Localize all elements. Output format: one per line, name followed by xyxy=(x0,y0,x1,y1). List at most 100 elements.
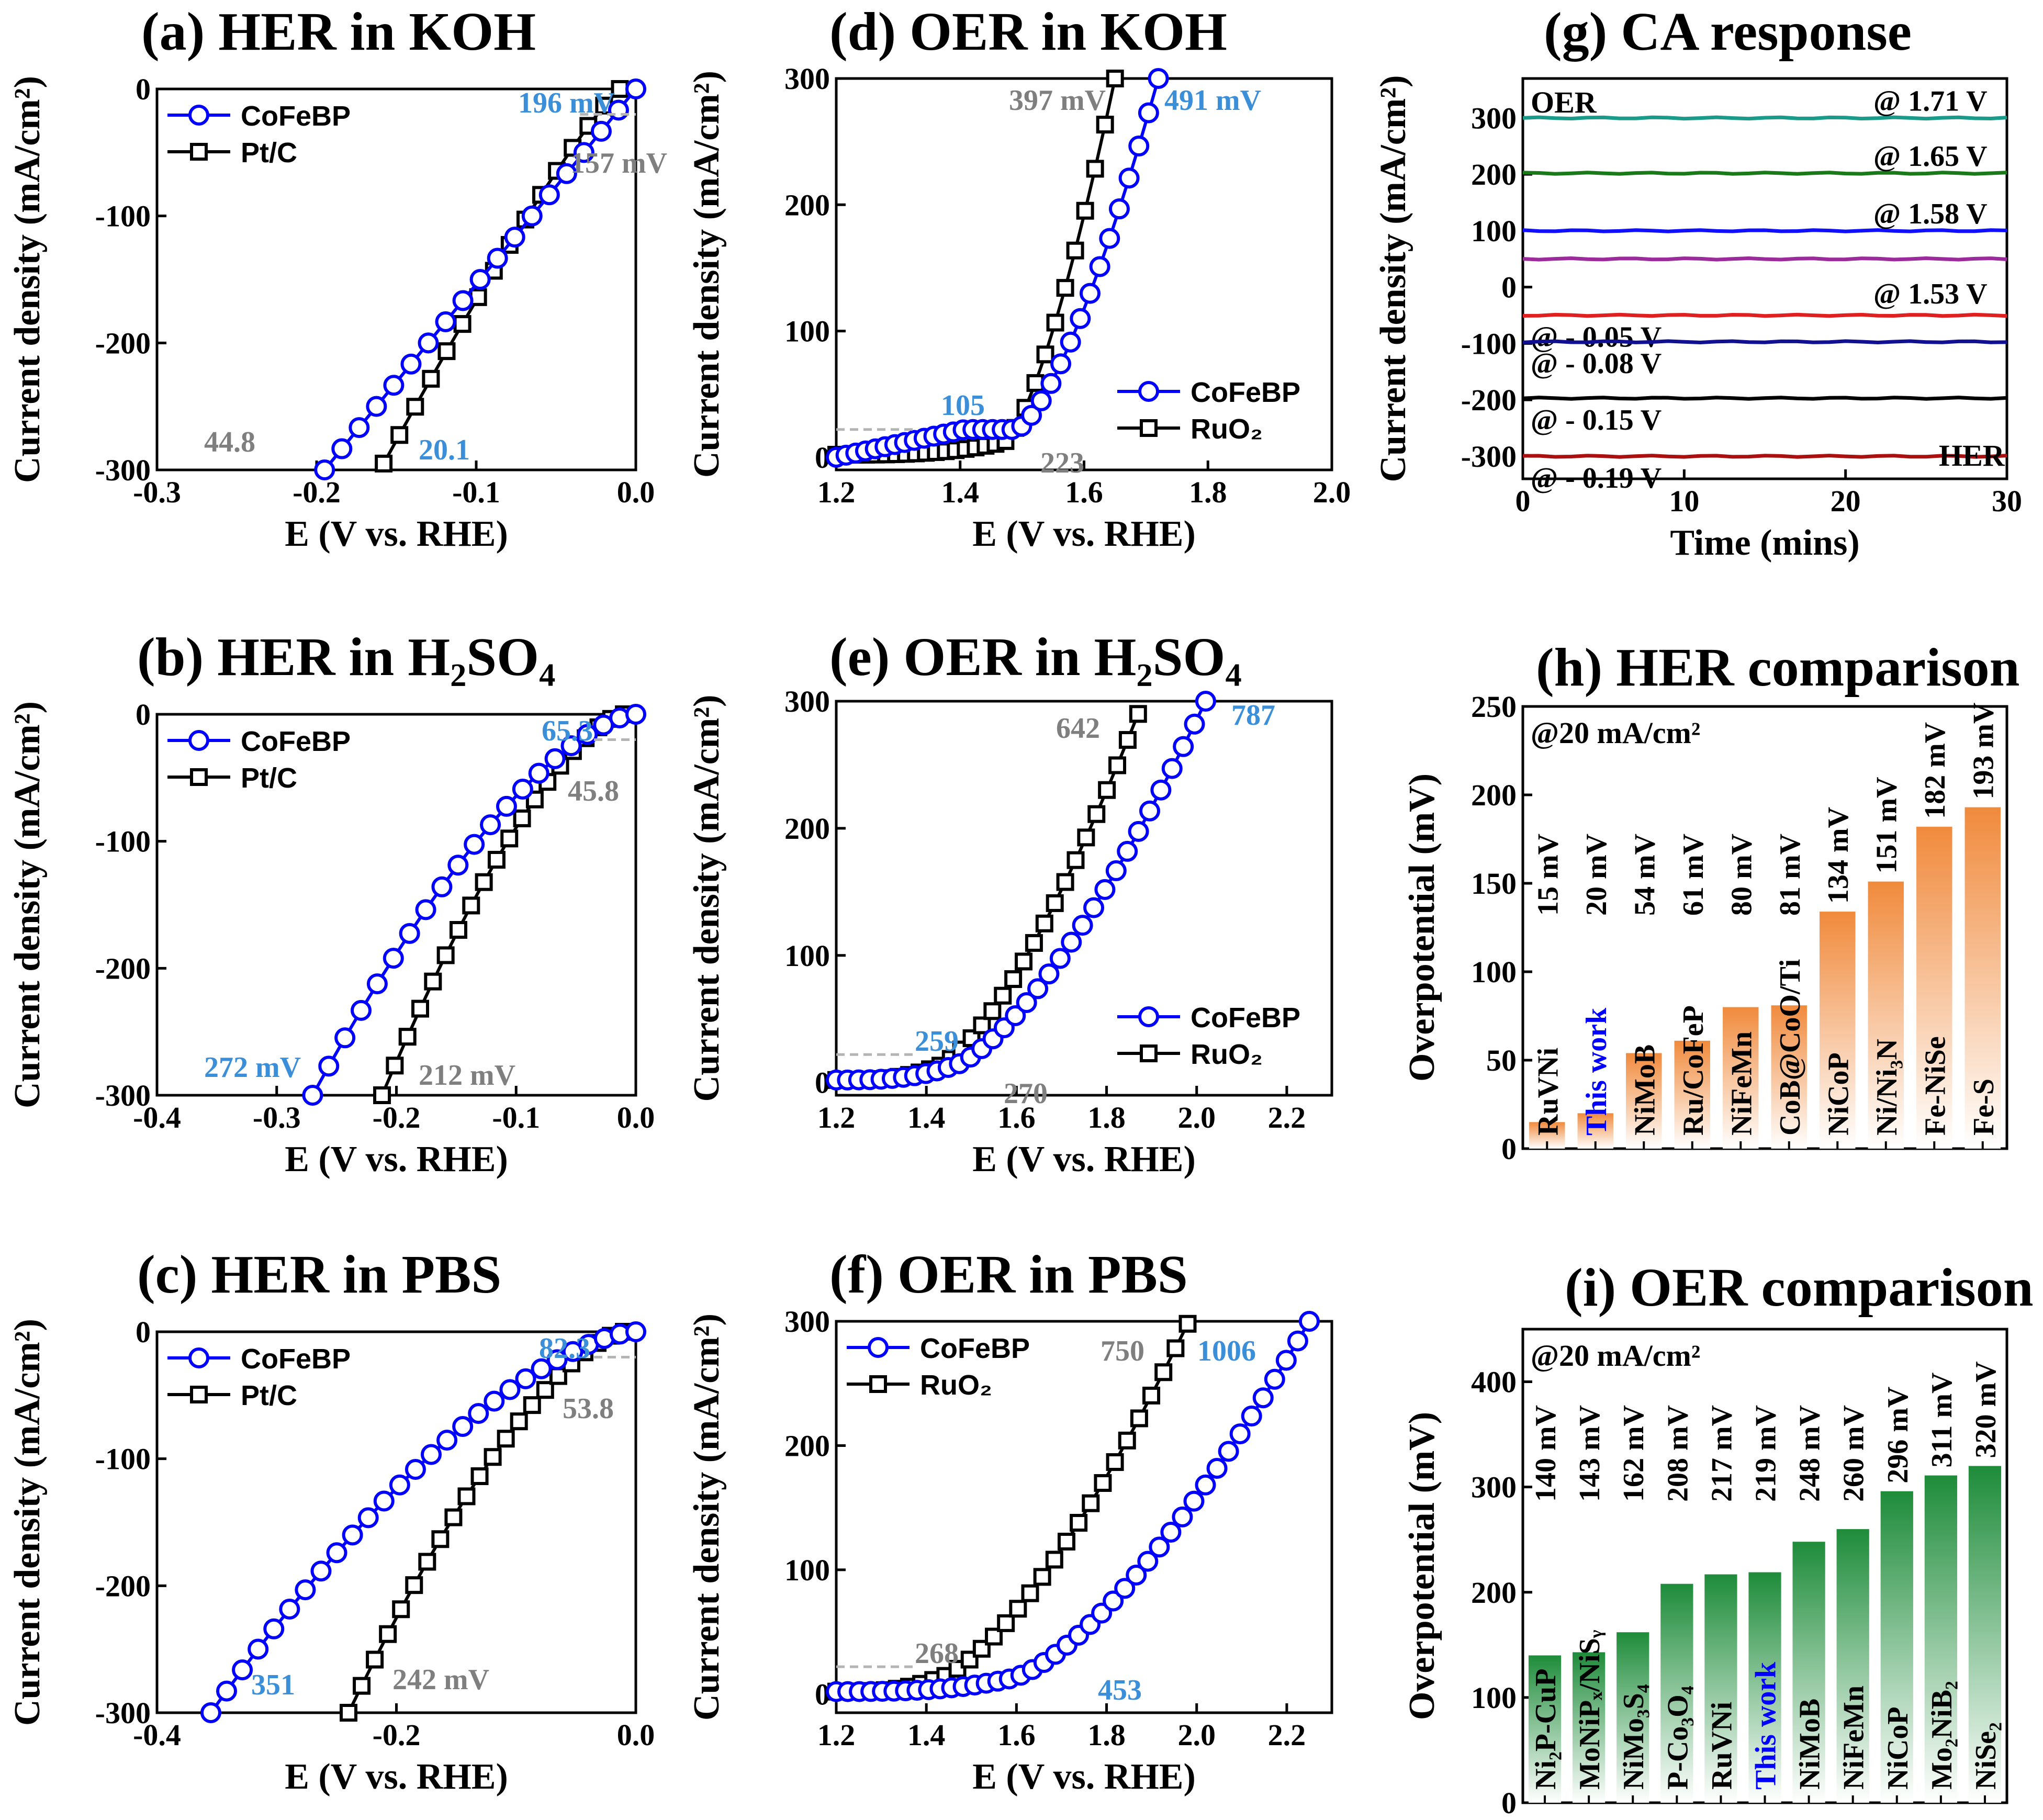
data-point-cofebp-b xyxy=(528,762,549,784)
data-point-cofebp-c xyxy=(279,1598,300,1620)
annotation-f: 1006 xyxy=(1197,1335,1256,1367)
x-tick-label-d: 1.8 xyxy=(1189,475,1227,509)
bar-category-i: P-Co₃O₄ xyxy=(1662,1686,1694,1790)
data-point-ref-f xyxy=(997,1614,1015,1632)
legend-label-b: CoFeBP xyxy=(241,726,351,757)
data-point-cofebp-c xyxy=(232,1659,253,1681)
y-axis-label-g: Current density (mA/cm²) xyxy=(1373,75,1413,482)
bar-i xyxy=(1880,1491,1913,1803)
y-tick-label-g: -300 xyxy=(1461,440,1517,474)
annotation-d: 223 xyxy=(1040,447,1084,479)
data-point-ref-d xyxy=(1096,116,1114,134)
data-point-cofebp-d xyxy=(1108,198,1130,220)
bar-i xyxy=(1528,1655,1562,1803)
x-tick-label-f: 2.2 xyxy=(1268,1718,1306,1752)
bar-category-i: This work xyxy=(1750,1661,1782,1790)
data-point-ref-c xyxy=(523,1396,541,1414)
data-point-ref-d xyxy=(1056,279,1074,297)
data-point-cofebp-c xyxy=(405,1459,426,1480)
y-axis-label-i: Overpotential (mV) xyxy=(1402,1412,1442,1720)
data-point-ref-e xyxy=(983,1002,1002,1020)
x-tick-label-g: 30 xyxy=(1992,484,2022,518)
data-point-ref-b xyxy=(398,1028,417,1046)
data-point-ref-e xyxy=(1046,894,1064,912)
data-point-cofebp-d xyxy=(1050,353,1072,375)
bar-h xyxy=(1626,1053,1662,1149)
data-point-cofebp-b xyxy=(560,735,582,757)
bar-value-label-h: 61 mV xyxy=(1677,834,1710,916)
data-point-cofebp-a xyxy=(331,438,353,459)
bar-category-h: NiFeMn xyxy=(1725,1031,1758,1136)
y-tick-label-i: 200 xyxy=(1471,1576,1517,1610)
condition-note-i: @20 mA/cm² xyxy=(1531,1339,1700,1373)
panel-title-d: (d) OER in KOH xyxy=(829,2,1227,62)
bar-value-label-i: 320 mV xyxy=(1970,1361,2002,1458)
data-point-ref-e xyxy=(1015,952,1033,971)
annotation-e: 259 xyxy=(915,1025,959,1058)
bar-value-label-h: 15 mV xyxy=(1532,834,1564,916)
legend-label-e: RuO₂ xyxy=(1191,1039,1263,1070)
data-point-cofebp-c xyxy=(342,1524,363,1546)
oer-corner-label: OER xyxy=(1531,85,1597,119)
data-point-cofebp-c xyxy=(531,1358,552,1379)
bar-h xyxy=(1916,826,1952,1149)
plot-frame-a xyxy=(155,87,637,471)
data-point-ref-c xyxy=(366,1650,384,1669)
x-tick-label-c: -0.2 xyxy=(373,1718,421,1752)
data-point-cofebp-e xyxy=(1128,821,1149,842)
data-point-cofebp-d xyxy=(1060,331,1081,353)
y-tick-label-g: 300 xyxy=(1471,101,1517,135)
data-point-cofebp-a xyxy=(573,142,594,163)
data-point-ref-a xyxy=(406,398,424,416)
x-tick-label-c: -0.4 xyxy=(133,1718,181,1752)
data-point-cofebp-c xyxy=(248,1638,269,1660)
data-point-ref-b xyxy=(386,1057,404,1075)
annotation-a: 196 mV xyxy=(518,87,615,119)
bar-value-label-h: 182 mV xyxy=(1919,722,1951,819)
data-point-cofebp-a xyxy=(504,227,525,248)
bar-category-h: NiCoP xyxy=(1822,1052,1855,1136)
data-point-cofebp-c xyxy=(263,1618,285,1639)
legend-marker-a xyxy=(188,105,209,126)
data-point-cofebp-f xyxy=(1206,1458,1228,1479)
legend-label-c: Pt/C xyxy=(241,1380,297,1411)
x-tick-label-f: 1.4 xyxy=(907,1718,946,1752)
data-point-cofebp-b xyxy=(464,834,485,855)
x-axis-label-b: E (V vs. RHE) xyxy=(285,1139,508,1179)
panel-title-e: (e) OER in H₂SO₄ xyxy=(829,627,1242,687)
y-tick-label-g: -100 xyxy=(1461,327,1517,361)
bar-h xyxy=(1965,807,2001,1149)
bar-category-i: NiMo₃S₄ xyxy=(1618,1684,1650,1790)
data-point-cofebp-a xyxy=(366,396,387,417)
ca-label-5: @ - 0.08 V xyxy=(1531,347,1662,380)
annotation-b: 65.3 xyxy=(542,715,593,747)
panel-title-c: (c) HER in PBS xyxy=(137,1244,501,1305)
data-point-ref-d xyxy=(1066,241,1084,260)
bar-i xyxy=(1792,1542,1825,1803)
data-point-ref-c xyxy=(392,1600,410,1619)
ca-trace-5 xyxy=(1522,339,2007,345)
bar-category-h: RuVNi xyxy=(1532,1048,1564,1136)
data-point-cofebp-e xyxy=(1094,879,1116,900)
data-point-cofebp-a xyxy=(418,332,439,354)
panel-c: -0.4 -0.2 0.0 -300 -200 -100 0 (c) HER in PBS E … xyxy=(7,1244,655,1797)
data-point-cofebp-e xyxy=(1173,736,1194,757)
annotation-c: 351 xyxy=(251,1669,295,1701)
y-tick-label-a: -100 xyxy=(95,199,151,233)
data-point-cofebp-b xyxy=(302,1085,323,1106)
annotation-d: 491 mV xyxy=(1164,84,1261,117)
legend-marker-e xyxy=(1138,1006,1159,1027)
data-point-ref-f xyxy=(1118,1431,1136,1450)
data-point-ref-f xyxy=(1082,1494,1100,1512)
ca-label-7: @ - 0.19 V xyxy=(1531,462,1662,495)
bar-h xyxy=(1674,1040,1710,1149)
data-point-cofebp-a xyxy=(556,163,577,184)
y-tick-label-i: 0 xyxy=(1501,1786,1517,1820)
annotation-a: 44.8 xyxy=(204,426,255,458)
data-point-cofebp-f xyxy=(1241,1406,1262,1427)
legend-marker-a xyxy=(190,143,208,161)
bar-value-label-h: 20 mV xyxy=(1580,834,1613,916)
data-point-ref-b xyxy=(462,896,480,915)
data-point-cofebp-c xyxy=(421,1444,442,1465)
legend-marker-d xyxy=(1138,381,1159,402)
